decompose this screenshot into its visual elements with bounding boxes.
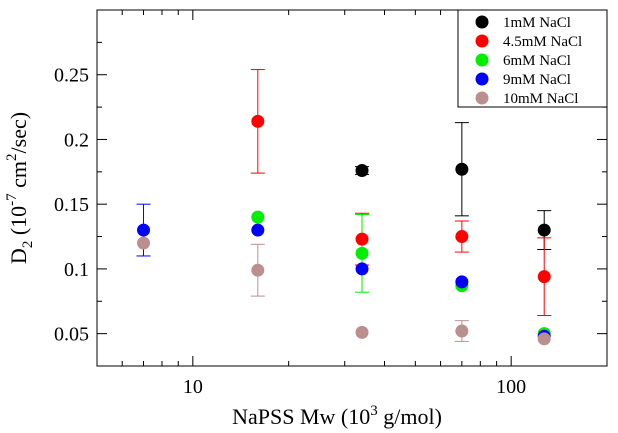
- legend: 1mM NaCl 4.5mM NaCl 6mM NaCl 9mM NaCl 10mM N…: [457, 9, 608, 108]
- error-bars: [136, 69, 552, 342]
- data-point-series-3: [251, 223, 265, 237]
- data-point-series-0: [455, 162, 469, 176]
- legend-marker: [475, 72, 489, 86]
- legend-marker: [475, 91, 489, 105]
- data-point-series-4: [537, 332, 551, 346]
- legend-marker: [475, 15, 489, 29]
- data-point-series-1: [251, 114, 265, 128]
- legend-label: 10mM NaCl: [503, 91, 578, 107]
- y-tick-label: 0.05: [54, 324, 89, 346]
- data-point-series-0: [355, 164, 369, 178]
- data-point-series-3: [455, 275, 469, 289]
- y-tick-label: 0.1: [64, 259, 89, 281]
- data-point-series-0: [537, 223, 551, 237]
- legend-label: 6mM NaCl: [503, 53, 571, 69]
- legend-label: 9mM NaCl: [503, 72, 571, 88]
- y-tick-label: 0.2: [64, 129, 89, 151]
- y-tick-label: 0.15: [54, 194, 89, 216]
- data-point-series-4: [251, 263, 265, 277]
- data-point-series-1: [355, 232, 369, 246]
- y-axis-label: D2 (10-7 cm2/sec): [4, 112, 36, 264]
- data-point-series-2: [251, 210, 265, 224]
- legend-label: 4.5mM NaCl: [503, 34, 582, 50]
- data-points: [137, 114, 551, 346]
- plot-frame: [96, 9, 608, 367]
- y-tick-label: 0.25: [54, 65, 89, 87]
- data-point-series-3: [355, 262, 369, 276]
- legend-marker: [475, 34, 489, 48]
- tick-labels: 10 100 0.05 0.1 0.15 0.2 0.25: [54, 65, 526, 398]
- data-point-series-2: [355, 246, 369, 260]
- x-tick-label: 10: [183, 376, 203, 398]
- x-tick-label: 100: [496, 376, 526, 398]
- data-point-series-4: [137, 236, 151, 250]
- data-point-series-4: [355, 325, 369, 339]
- data-point-series-1: [455, 230, 469, 244]
- data-point-series-4: [455, 324, 469, 338]
- data-point-series-1: [537, 270, 551, 284]
- data-point-series-3: [137, 223, 151, 237]
- x-axis-label: NaPSS Mw (103 g/mol): [232, 403, 442, 429]
- legend-label: 1mM NaCl: [503, 15, 571, 31]
- legend-marker: [475, 53, 489, 67]
